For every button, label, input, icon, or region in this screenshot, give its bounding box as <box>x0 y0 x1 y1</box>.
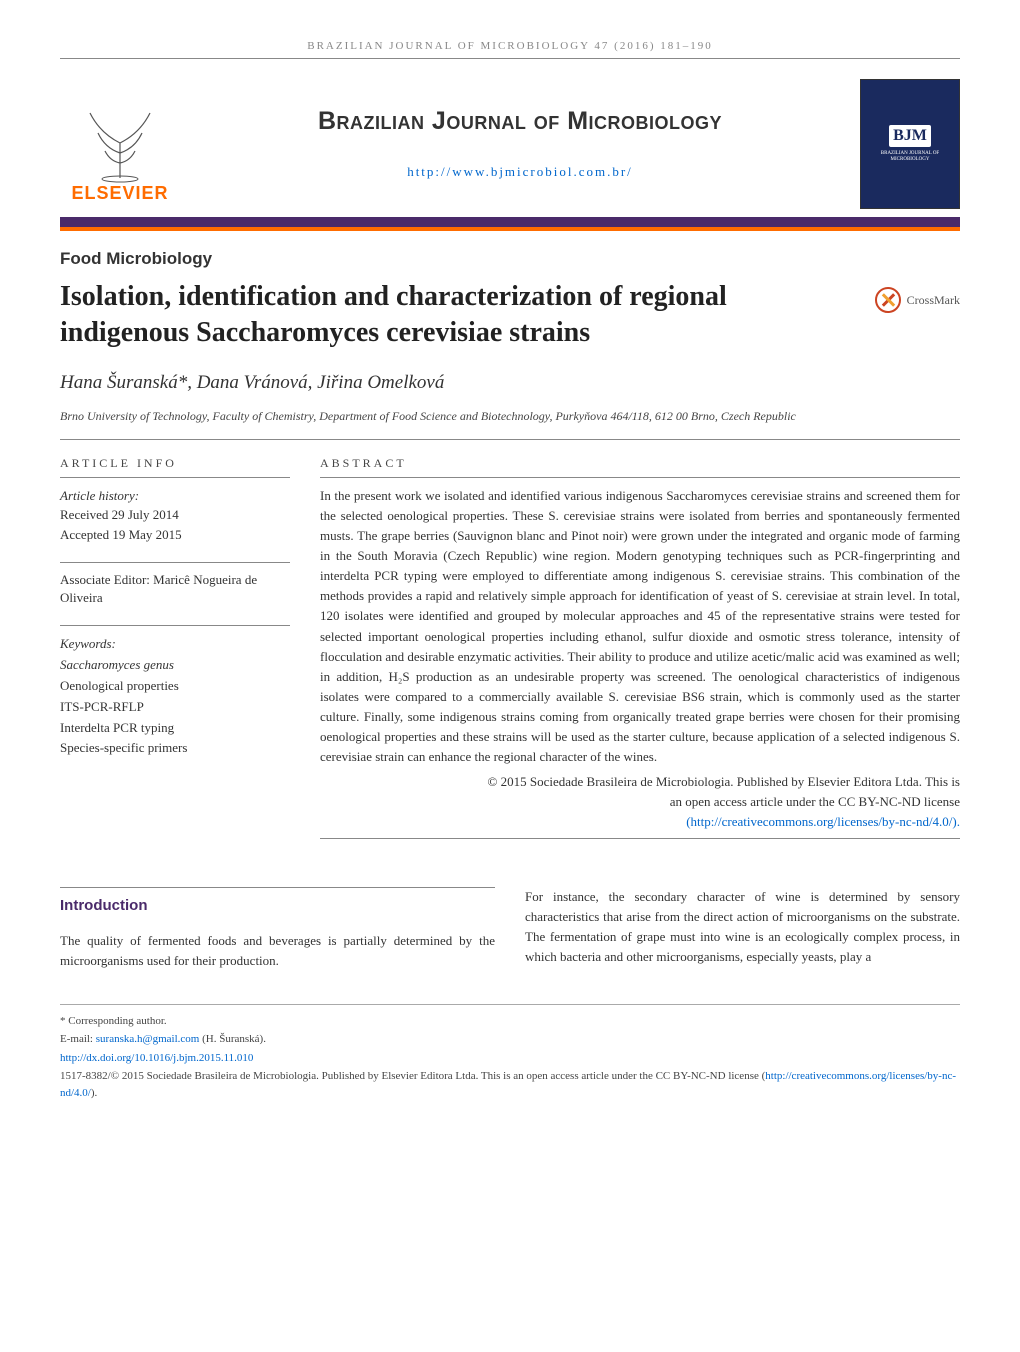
sidebar-rule-1 <box>60 477 290 478</box>
copyright-line-2: an open access article under the CC BY-N… <box>320 792 960 812</box>
crossmark-label: CrossMark <box>907 293 960 308</box>
keyword-item: ITS-PCR-RFLP <box>60 697 290 718</box>
email-label: E-mail: <box>60 1033 96 1045</box>
journal-title: Brazilian Journal of Microbiology <box>200 107 840 136</box>
footnotes: * Corresponding author. E-mail: suranska… <box>60 1004 960 1102</box>
history-block: Article history: Received 29 July 2014 A… <box>60 486 290 545</box>
bar-dark <box>60 217 960 227</box>
article-title: Isolation, identification and characteri… <box>60 279 820 352</box>
rule-top <box>60 58 960 59</box>
keywords-label: Keywords: <box>60 634 290 655</box>
issn-copyright-line: 1517-8382/© 2015 Sociedade Brasileira de… <box>60 1068 960 1101</box>
cover-subtitle: BRAZILIAN JOURNAL OF MICROBIOLOGY <box>861 151 959 163</box>
abstract-text: In the present work we isolated and iden… <box>320 486 960 768</box>
section-label: Food Microbiology <box>60 249 960 269</box>
corresponding-email-line: E-mail: suranska.h@gmail.com (H. Šuransk… <box>60 1031 960 1048</box>
crossmark-badge[interactable]: CrossMark <box>875 287 960 313</box>
keyword-item: Species-specific primers <box>60 738 290 759</box>
corresponding-email-link[interactable]: suranska.h@gmail.com <box>96 1033 200 1045</box>
abstract-head: ABSTRACT <box>320 456 960 471</box>
sidebar-rule-3 <box>60 625 290 626</box>
corresponding-author: * Corresponding author. <box>60 1013 960 1030</box>
info-abstract-row: ARTICLE INFO Article history: Received 2… <box>60 456 960 865</box>
doi-link[interactable]: http://dx.doi.org/10.1016/j.bjm.2015.11.… <box>60 1052 253 1064</box>
affiliation: Brno University of Technology, Faculty o… <box>60 408 960 425</box>
masthead-center: Brazilian Journal of Microbiology http:/… <box>200 107 840 181</box>
keyword-item: Saccharomyces genus <box>60 655 290 676</box>
crossmark-icon <box>875 287 901 313</box>
intro-heading: Introduction <box>60 887 495 917</box>
sidebar-rule-2 <box>60 562 290 563</box>
abstract-rule <box>320 477 960 478</box>
authors-line: Hana Šuranská*, Dana Vránová, Jiřina Ome… <box>60 372 960 394</box>
license-url-line: (http://creativecommons.org/licenses/by-… <box>320 812 960 832</box>
elsevier-tree-icon <box>70 103 170 183</box>
abstract-main: ABSTRACT In the present work we isolated… <box>320 456 960 865</box>
elsevier-logo: ELSEVIER <box>60 84 180 204</box>
journal-cover-thumb: BJM BRAZILIAN JOURNAL OF MICROBIOLOGY <box>860 79 960 209</box>
history-label: Article history: <box>60 486 290 506</box>
article-info-head: ARTICLE INFO <box>60 456 290 471</box>
license-url-link[interactable]: (http://creativecommons.org/licenses/by-… <box>686 814 960 829</box>
issn-text: 1517-8382/© 2015 Sociedade Brasileira de… <box>60 1070 765 1082</box>
copyright-line-1: © 2015 Sociedade Brasileira de Microbiol… <box>320 772 960 792</box>
cover-bjm-badge: BJM <box>889 125 931 147</box>
running-head: BRAZILIAN JOURNAL OF MICROBIOLOGY 47 (20… <box>60 40 960 52</box>
keywords-block: Keywords: Saccharomyces genus Oenologica… <box>60 634 290 759</box>
intro-col-left: Introduction The quality of fermented fo… <box>60 887 495 972</box>
email-name: (H. Šuranská). <box>199 1033 266 1045</box>
history-received: Received 29 July 2014 <box>60 505 290 525</box>
keyword-item: Oenological properties <box>60 676 290 697</box>
history-accepted: Accepted 19 May 2015 <box>60 525 290 545</box>
bar-orange <box>60 227 960 231</box>
rule-after-abstract <box>320 838 960 839</box>
intro-left-text: The quality of fermented foods and bever… <box>60 931 495 971</box>
issn-close: ). <box>91 1087 97 1099</box>
masthead: ELSEVIER Brazilian Journal of Microbiolo… <box>60 79 960 209</box>
keyword-item: Interdelta PCR typing <box>60 718 290 739</box>
intro-right-text: For instance, the secondary character of… <box>525 887 960 968</box>
article-info-sidebar: ARTICLE INFO Article history: Received 2… <box>60 456 290 865</box>
journal-url-link[interactable]: http://www.bjmicrobiol.com.br/ <box>407 164 633 179</box>
rule-after-affiliation <box>60 439 960 440</box>
publisher-name: ELSEVIER <box>71 183 168 204</box>
intro-col-right: For instance, the secondary character of… <box>525 887 960 972</box>
associate-editor: Associate Editor: Maricê Nogueira de Oli… <box>60 571 290 607</box>
intro-columns: Introduction The quality of fermented fo… <box>60 887 960 972</box>
